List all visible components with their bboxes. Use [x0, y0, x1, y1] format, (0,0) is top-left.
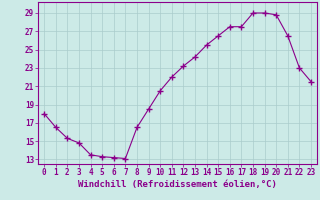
X-axis label: Windchill (Refroidissement éolien,°C): Windchill (Refroidissement éolien,°C): [78, 180, 277, 189]
